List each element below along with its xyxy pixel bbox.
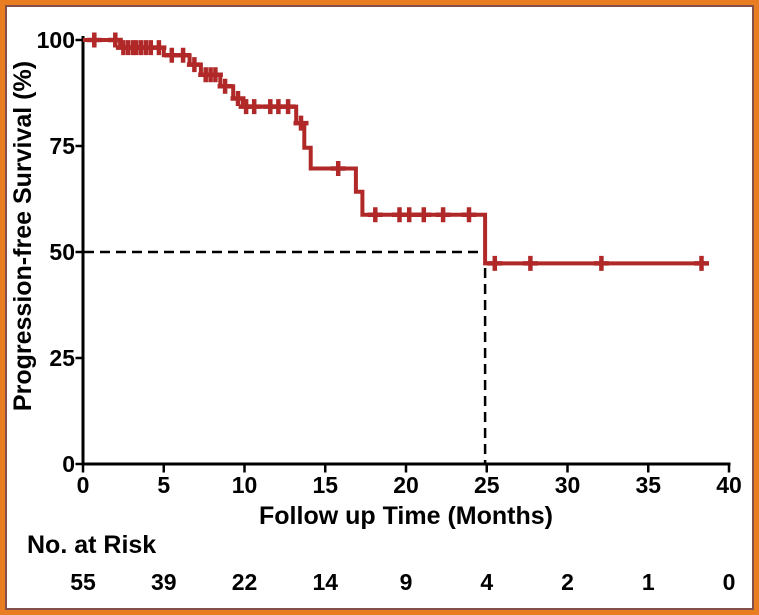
censor-mark [367, 207, 383, 223]
x-tick-label: 40 [716, 472, 742, 498]
y-axis-title: Progression-free Survival (%) [9, 60, 37, 412]
censor-mark [522, 255, 538, 271]
risk-count: 22 [231, 569, 258, 595]
censor-mark [330, 161, 346, 176]
censor-mark [217, 78, 233, 94]
risk-table-label: No. at Risk [27, 531, 157, 559]
censor-mark [401, 207, 417, 223]
censor-mark [280, 99, 296, 115]
km-curve [83, 38, 707, 266]
x-tick-label: 35 [635, 472, 662, 498]
y-tick-label: 25 [49, 344, 75, 371]
censor-mark [416, 207, 432, 223]
risk-count: 39 [150, 569, 177, 595]
risk-count: 14 [312, 569, 339, 595]
risk-count: 4 [480, 569, 494, 595]
y-tick-label: 0 [62, 450, 75, 477]
risk-count: 9 [399, 569, 413, 595]
x-tick-label: 10 [231, 472, 258, 498]
censor-mark [487, 255, 503, 271]
y-tick-label: 100 [36, 26, 75, 53]
x-tick-label: 15 [312, 472, 339, 498]
x-tick-label: 20 [393, 472, 419, 498]
x-tick-label: 25 [473, 472, 500, 498]
y-tick-label: 50 [49, 238, 75, 265]
censor-mark [435, 207, 451, 223]
x-axis-title: Follow up Time (Months) [259, 502, 553, 530]
km-plot-canvas [75, 32, 731, 473]
censor-mark [175, 47, 191, 63]
censor-mark [86, 32, 102, 48]
censor-mark [207, 67, 223, 83]
censor-mark [694, 255, 709, 271]
risk-count: 55 [70, 569, 96, 595]
risk-count: 1 [641, 569, 655, 595]
x-tick-label: 30 [554, 472, 581, 498]
censor-mark [230, 91, 246, 106]
y-tick-label: 75 [49, 132, 75, 159]
censor-mark [246, 99, 262, 115]
censor-mark [151, 40, 167, 56]
risk-count: 2 [561, 569, 574, 595]
censor-mark [107, 32, 123, 48]
censor-mark [461, 207, 477, 223]
censor-mark [186, 57, 202, 73]
x-tick-label: 0 [76, 472, 90, 498]
censor-mark [293, 115, 309, 131]
risk-count: 0 [722, 569, 736, 595]
censor-mark [593, 255, 609, 271]
x-tick-label: 5 [157, 472, 171, 498]
